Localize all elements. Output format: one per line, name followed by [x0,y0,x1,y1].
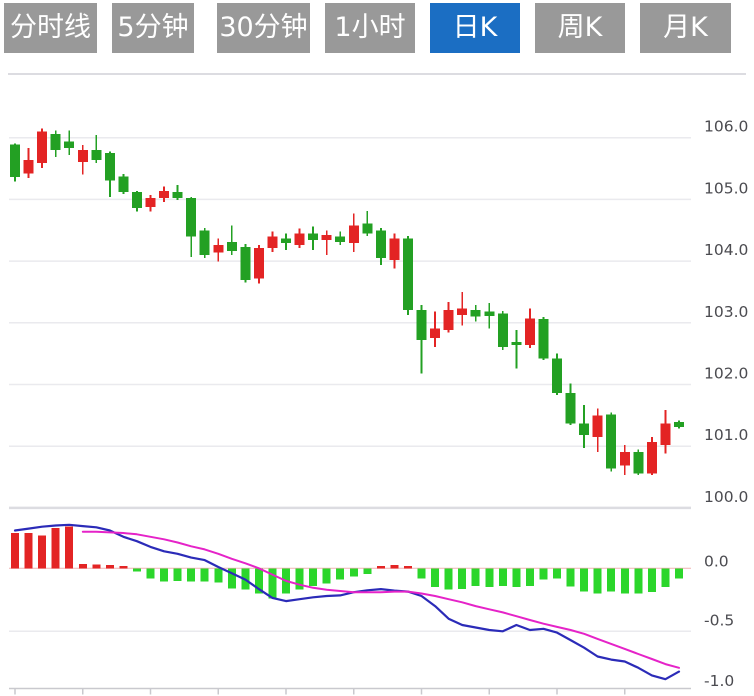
macd-histogram [11,526,683,599]
x-axis-ticks [14,688,626,695]
svg-text:104.0: 104.0 [704,241,748,259]
tab-daily-k[interactable]: 日K [430,3,520,53]
period-tab-bar: 分时线 5分钟 30分钟 1小时 日K 周K 月K [0,0,754,56]
svg-text:-1.0: -1.0 [704,672,734,690]
tab-30min[interactable]: 30分钟 [217,3,310,53]
candlestick-series [10,128,684,476]
tab-monthly-k[interactable]: 月K [640,3,731,53]
tab-1hour[interactable]: 1小时 [325,3,415,53]
svg-text:106.0: 106.0 [704,118,748,136]
tab-5min[interactable]: 5分钟 [112,3,194,53]
svg-text:102.0: 102.0 [704,365,748,383]
dea-line [81,530,680,669]
svg-text:-0.5: -0.5 [704,611,734,629]
tab-timeline[interactable]: 分时线 [4,3,97,53]
price-gridlines [9,136,691,510]
macd-axis-labels: 0.0 -0.5 -1.0 [704,552,734,690]
svg-text:100.0: 100.0 [704,488,748,506]
svg-text:105.0: 105.0 [704,179,748,197]
svg-text:103.0: 103.0 [704,303,748,321]
tab-weekly-k[interactable]: 周K [535,3,625,53]
dif-line [13,523,681,681]
svg-text:0.0: 0.0 [704,552,729,570]
price-axis-labels: 106.0 105.0 104.0 103.0 102.0 101.0 100.0 [704,118,748,506]
svg-text:101.0: 101.0 [704,426,748,444]
